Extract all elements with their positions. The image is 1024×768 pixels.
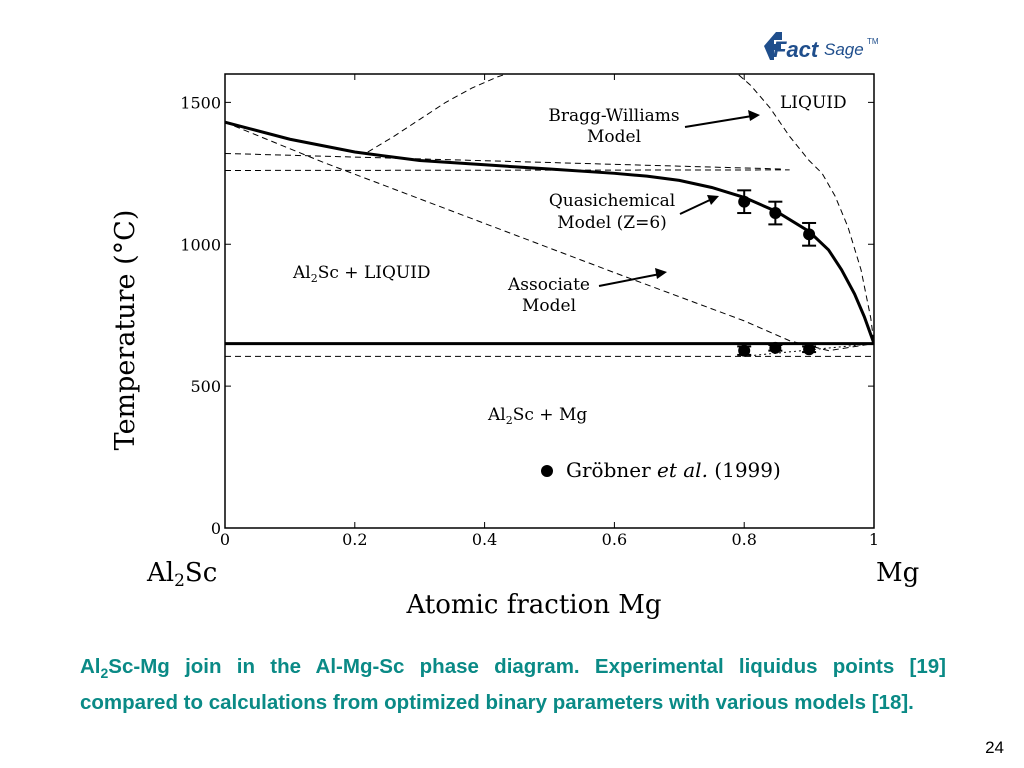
experimental-point	[803, 343, 816, 356]
x-left-end-label: Al2Sc	[146, 558, 217, 591]
y-axis-label: Temperature (°C)	[110, 210, 141, 451]
caption-formula-pre: Al	[80, 655, 101, 678]
series-line-0	[225, 120, 874, 345]
x-tick-label: 1	[869, 530, 879, 549]
x-axis-label: Atomic fraction Mg	[405, 590, 661, 620]
factsage-logo: Fact Sage TM	[764, 32, 879, 62]
series-line-2	[367, 74, 508, 153]
region-al2sc-liquid-label: Al2Sc + LIQUID	[292, 263, 431, 285]
experimental-point	[803, 228, 816, 241]
points-layer	[737, 189, 817, 357]
bragg-williams-annotation-line2: Model	[587, 127, 641, 147]
caption-formula-sub: 2	[100, 665, 109, 682]
x-tick-label: 0.8	[731, 530, 756, 549]
series-line-6	[225, 121, 874, 352]
series-line-3	[736, 74, 874, 344]
experimental-point	[769, 207, 782, 220]
bragg-williams-arrowhead	[748, 110, 760, 121]
y-tick-label: 1500	[180, 93, 221, 112]
region-liquid-label: LIQUID	[780, 93, 847, 113]
experimental-point	[769, 341, 782, 354]
legend-label: Gröbner et al. (1999)	[566, 458, 781, 482]
experimental-point	[738, 195, 751, 208]
logo-shape-icon	[764, 32, 782, 60]
quasichemical-annotation-line2: Model (Z=6)	[557, 213, 667, 233]
x-tick-label: 0.2	[342, 530, 367, 549]
series-line-5	[225, 169, 790, 171]
caption-text: Sc-Mg join in the Al-Mg-Sc phase diagram…	[80, 655, 946, 715]
associate-annotation-line2: Model	[522, 296, 576, 316]
legend-marker	[541, 465, 553, 477]
x-right-end-label: Mg	[876, 558, 919, 588]
y-tick-label: 0	[211, 519, 221, 538]
bragg-williams-arrow	[684, 115, 753, 128]
logo-sage-text: Sage	[824, 40, 864, 59]
associate-arrow	[598, 273, 661, 287]
y-tick-label: 500	[190, 377, 221, 396]
page-number: 24	[985, 738, 1004, 757]
bragg-williams-annotation-line1: Bragg-Williams	[548, 106, 679, 126]
series-line-4	[225, 152, 784, 170]
region-al2sc-mg-label: Al2Sc + Mg	[487, 405, 587, 427]
quasichemical-arrow	[679, 198, 713, 215]
ticks-layer: 0 0.2 0.4 0.6 0.8 1 0 500 1000 1500	[180, 74, 879, 549]
x-tick-label: 0.6	[602, 530, 627, 549]
y-tick-label: 1000	[180, 235, 221, 254]
associate-arrowhead	[655, 268, 667, 279]
x-tick-label: 0.4	[472, 530, 497, 549]
logo-tm-text: TM	[867, 37, 879, 46]
slide-caption: Al2Sc-Mg join in the Al-Mg-Sc phase diag…	[80, 652, 946, 717]
logo-fact-text: Fact	[773, 37, 820, 62]
experimental-point	[738, 344, 751, 357]
x-tick-label: 0	[220, 530, 230, 549]
quasichemical-annotation-line1: Quasichemical	[549, 191, 675, 211]
quasichemical-arrowhead	[707, 195, 719, 205]
plot-frame	[224, 73, 875, 529]
phase-diagram-chart: 0 0.2 0.4 0.6 0.8 1 0 500 1000 1500 Temperature (…	[110, 73, 919, 620]
associate-annotation-line1: Associate	[507, 275, 590, 295]
